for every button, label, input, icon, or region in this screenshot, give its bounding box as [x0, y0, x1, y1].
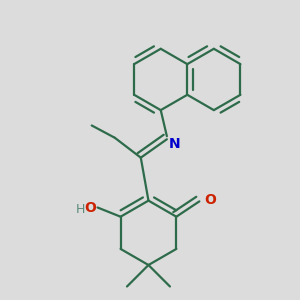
Text: N: N: [168, 137, 180, 151]
Text: O: O: [84, 200, 96, 214]
Text: H: H: [76, 202, 85, 215]
Text: O: O: [204, 193, 216, 207]
